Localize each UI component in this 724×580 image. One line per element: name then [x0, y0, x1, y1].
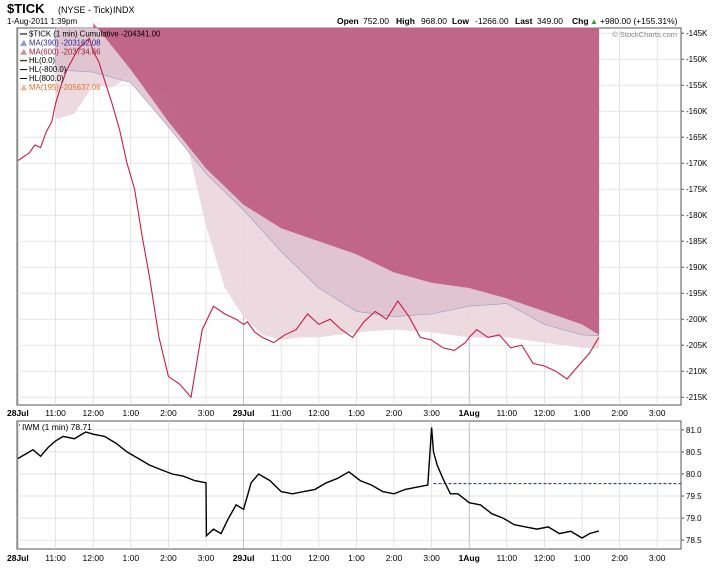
y-tick-label: -195K	[686, 289, 708, 298]
y-tick-label: 80.0	[686, 470, 702, 479]
x-tick-label: 3:00	[198, 408, 215, 418]
legend-entry: HL(-800.0)	[29, 65, 67, 74]
y-tick-label: -215K	[686, 393, 708, 402]
y-tick-label: 79.0	[686, 514, 702, 523]
x-tick-label: 12:00	[534, 553, 556, 563]
x-tick-label: 29Jul	[233, 553, 255, 563]
chg-value: +980.00 (+155.31%)	[600, 16, 678, 26]
x-tick-label: 1Aug	[459, 408, 480, 418]
x-tick-label: 3:00	[423, 553, 440, 563]
legend-entry: MA(600) -203734.66	[29, 47, 101, 56]
y-tick-label: 80.5	[686, 448, 702, 457]
x-tick-label: 28Jul	[7, 553, 29, 563]
chart-name: (NYSE - Tick)	[58, 5, 113, 15]
y-tick-label: -175K	[686, 185, 708, 194]
chg-label: Chg	[572, 16, 589, 26]
low-value: -1266.00	[475, 16, 509, 26]
x-tick-label: 12:00	[534, 408, 556, 418]
ma600-area	[93, 22, 599, 335]
chart-exchange: INDX	[113, 5, 135, 15]
x-tick-label: 11:00	[45, 553, 66, 563]
x-tick-label: 1Aug	[459, 553, 480, 563]
legend: $TICK (1 min) Cumulative -204341.00MA(39…	[20, 30, 161, 92]
legend-entry: MA(195) -205637.06	[29, 83, 101, 92]
x-tick-label: 11:00	[496, 408, 517, 418]
low-label: Low	[452, 16, 469, 26]
lower-grid	[17, 421, 681, 549]
open-label: Open	[337, 16, 359, 26]
legend-entry: $TICK (1 min) Cumulative -204341.00	[29, 30, 161, 39]
lower-x-axis: 28Jul 11:00 12:00 1:00 2:00 3:00 29Jul 11:00 12:…	[7, 553, 666, 563]
y-tick-label: -160K	[686, 107, 708, 116]
x-tick-label: 1:00	[348, 553, 365, 563]
legend-area-icon	[20, 48, 27, 55]
x-tick-label: 2:00	[160, 553, 177, 563]
high-label: High	[396, 16, 415, 26]
lower-y-axis: 78.5 79.0 79.5 80.0 80.5 81.0	[681, 426, 702, 545]
x-tick-label: 3:00	[423, 408, 440, 418]
x-tick-label: 12:00	[83, 553, 105, 563]
x-tick-label: 2:00	[386, 553, 403, 563]
legend-area-icon	[20, 84, 27, 91]
lower-series-lines	[17, 427, 600, 539]
x-tick-label: 11:00	[271, 408, 292, 418]
x-tick-label: 1:00	[348, 408, 365, 418]
y-tick-label: 81.0	[686, 426, 702, 435]
x-tick-label: 11:00	[45, 408, 66, 418]
x-tick-label: 3:00	[649, 408, 666, 418]
y-tick-label: -180K	[686, 211, 708, 220]
watermark: © StockCharts.com	[612, 30, 677, 39]
lower-legend: IWM (1 min) 78.71	[22, 422, 92, 432]
x-tick-label: 2:00	[386, 408, 403, 418]
last-label: Last	[515, 16, 533, 26]
moving-average-areas	[55, 22, 600, 349]
chart-date: 1-Aug-2011 1:39pm	[7, 17, 77, 26]
open-value: 752.00	[363, 16, 389, 26]
high-value: 968.00	[421, 16, 447, 26]
legend-entry: MA(390) -203162.08	[29, 38, 101, 47]
x-tick-label: 1:00	[574, 553, 591, 563]
y-tick-label: -210K	[686, 367, 708, 376]
x-tick-label: 2:00	[611, 408, 628, 418]
iwm-line	[17, 427, 600, 539]
x-tick-label: 1:00	[574, 408, 591, 418]
x-tick-label: 1:00	[123, 408, 140, 418]
y-tick-label: 79.5	[686, 492, 702, 501]
x-tick-label: 11:00	[496, 553, 517, 563]
x-tick-label: 12:00	[308, 553, 330, 563]
upper-x-axis: 28Jul 11:00 12:00 1:00 2:00 3:00 29Jul 11:00 12:…	[7, 408, 666, 418]
upper-y-axis: -145K -150K -155K -160K -165K -170K -175K -180K…	[681, 29, 708, 402]
x-tick-label: 1:00	[123, 553, 140, 563]
chart-symbol: $TICK	[7, 1, 45, 16]
chg-arrow-icon: ▲	[590, 17, 598, 26]
x-tick-label: 2:00	[160, 408, 177, 418]
x-tick-label: 11:00	[271, 553, 292, 563]
y-tick-label: -190K	[686, 263, 708, 272]
x-tick-label: 12:00	[83, 408, 105, 418]
x-tick-label: 12:00	[308, 408, 330, 418]
x-tick-label: 3:00	[198, 553, 215, 563]
y-tick-label: -200K	[686, 315, 708, 324]
y-tick-label: -165K	[686, 133, 708, 142]
x-tick-label: 28Jul	[7, 408, 29, 418]
y-tick-label: -185K	[686, 237, 708, 246]
y-tick-label: -145K	[686, 29, 708, 38]
legend-area-icon	[20, 39, 27, 46]
legend-entry: HL(0.0)	[29, 56, 55, 65]
y-tick-label: -150K	[686, 55, 708, 64]
y-tick-label: -170K	[686, 159, 708, 168]
x-tick-label: 29Jul	[233, 408, 255, 418]
lower-panel-frame	[16, 420, 682, 550]
upper-series-lines	[17, 37, 600, 399]
y-tick-label: 78.5	[686, 536, 702, 545]
y-tick-label: -205K	[686, 341, 708, 350]
legend-entry: HL(800.0)	[29, 74, 64, 83]
tick-cumulative-line	[17, 37, 600, 399]
x-tick-label: 2:00	[611, 553, 628, 563]
last-value: 349.00	[537, 16, 563, 26]
x-tick-label: 3:00	[649, 553, 666, 563]
y-tick-label: -155K	[686, 81, 708, 90]
